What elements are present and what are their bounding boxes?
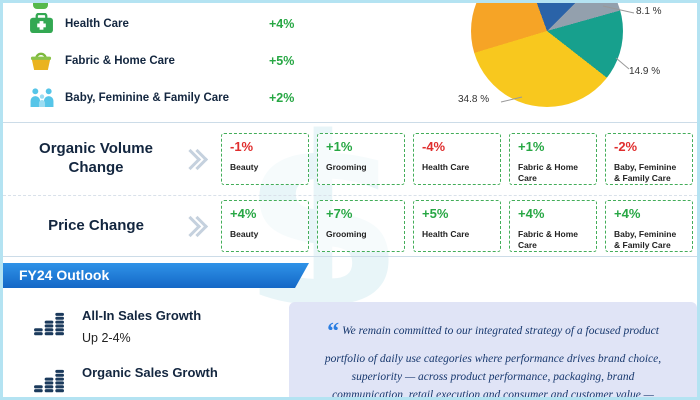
segment-value: +2% [269, 90, 295, 105]
segment-row-fabric-home: Fabric & Home Care +5% [25, 42, 315, 79]
double-chevron-icon [175, 148, 221, 170]
pie-callout-health-care: 14.9 % [629, 66, 661, 77]
segment-value: +4% [269, 16, 295, 31]
segment-label: Health Care [65, 17, 129, 30]
metric-box-baby-family: +4% Baby, Feminine & Family Care [605, 200, 693, 252]
metric-value: +1% [518, 139, 545, 154]
baby-feminine-family-care-icon [25, 87, 65, 108]
fy24-outlook-section: FY24 Outlook All-I [3, 263, 697, 400]
metric-label: Health Care [422, 162, 470, 172]
metric-box-beauty: -1% Beauty [221, 133, 309, 185]
all-in-sales-growth-label: All-In Sales Growth [82, 308, 202, 323]
quote-body: We remain committed to our integrated st… [324, 325, 662, 400]
all-in-sales-growth-value: Up 2-4% [82, 331, 131, 345]
cutoff-segment-icon [33, 3, 48, 9]
segment-row-baby-family: Baby, Feminine & Family Care +2% [25, 79, 315, 116]
segment-label: Fabric & Home Care [65, 54, 175, 67]
pie-callout-grooming: 8.1 % [636, 6, 662, 17]
fy24-outlook-banner: FY24 Outlook [3, 263, 309, 288]
price-change-boxes: +4% Beauty +7% Grooming +5% Health Care … [221, 200, 693, 252]
metric-label: Baby, Feminine & Family Care [614, 229, 677, 250]
quote-panel: “We remain committed to our integrated s… [289, 302, 697, 400]
metric-label: Health Care [422, 229, 470, 239]
metric-value: +1% [326, 139, 353, 154]
metric-label: Baby, Feminine & Family Care [614, 162, 677, 183]
metric-value: +7% [326, 206, 353, 221]
metric-value: +5% [422, 206, 449, 221]
metric-value: +4% [518, 206, 545, 221]
price-change-row: Price Change +4% Beauty +7% Grooming +5%… [3, 195, 697, 257]
segment-growth-section: Health Care +4% Fabric & Home Care +5% [3, 3, 697, 123]
metric-label: Beauty [230, 229, 259, 239]
coin-stack-icon [33, 308, 66, 342]
metric-box-beauty: +4% Beauty [221, 200, 309, 252]
metric-value: +4% [614, 206, 641, 221]
metric-value: -4% [422, 139, 446, 154]
growth-column: All-In Sales Growth Up 2-4% [3, 288, 289, 397]
metric-value: +4% [230, 206, 257, 221]
organic-volume-title: Organic Volume Change [39, 140, 153, 176]
organic-volume-boxes: -1% Beauty +1% Grooming -4% Health Care … [221, 133, 693, 185]
metric-box-fabric-home: +1% Fabric & Home Care [509, 133, 597, 185]
metric-label: Grooming [326, 229, 367, 239]
metric-box-health-care: +5% Health Care [413, 200, 501, 252]
fabric-home-care-icon [25, 50, 65, 71]
organic-sales-growth-item: Organic Sales Growth [33, 365, 289, 397]
segment-pie-chart [471, 3, 623, 107]
metric-value: -2% [614, 139, 638, 154]
metric-label: Grooming [326, 162, 367, 172]
all-in-sales-growth-item: All-In Sales Growth Up 2-4% [33, 308, 289, 345]
price-change-title: Price Change [48, 216, 144, 234]
metric-box-baby-family: -2% Baby, Feminine & Family Care [605, 133, 693, 185]
coin-stack-icon [33, 365, 66, 397]
metric-value: -1% [230, 139, 254, 154]
metric-box-health-care: -4% Health Care [413, 133, 501, 185]
organic-volume-row: Organic Volume Change -1% Beauty +1% Gro… [3, 123, 697, 195]
quote-mark-icon: “ [327, 319, 340, 345]
health-care-icon [25, 13, 65, 34]
metric-label: Beauty [230, 162, 259, 172]
metric-box-grooming: +1% Grooming [317, 133, 405, 185]
segment-list: Health Care +4% Fabric & Home Care +5% [25, 5, 315, 116]
metric-label: Fabric & Home Care [518, 229, 578, 250]
segment-value: +5% [269, 53, 295, 68]
metric-label: Fabric & Home Care [518, 162, 578, 183]
metric-box-fabric-home: +4% Fabric & Home Care [509, 200, 597, 252]
outlook-quote: “We remain committed to our integrated s… [315, 314, 671, 400]
metric-box-grooming: +7% Grooming [317, 200, 405, 252]
segment-label: Baby, Feminine & Family Care [65, 91, 230, 104]
organic-sales-growth-label: Organic Sales Growth [82, 365, 218, 380]
double-chevron-icon [175, 215, 221, 237]
pie-callout-fabric-home: 34.8 % [458, 94, 490, 105]
segment-row-health-care: Health Care +4% [25, 5, 315, 42]
outlook-body: All-In Sales Growth Up 2-4% [3, 288, 697, 400]
